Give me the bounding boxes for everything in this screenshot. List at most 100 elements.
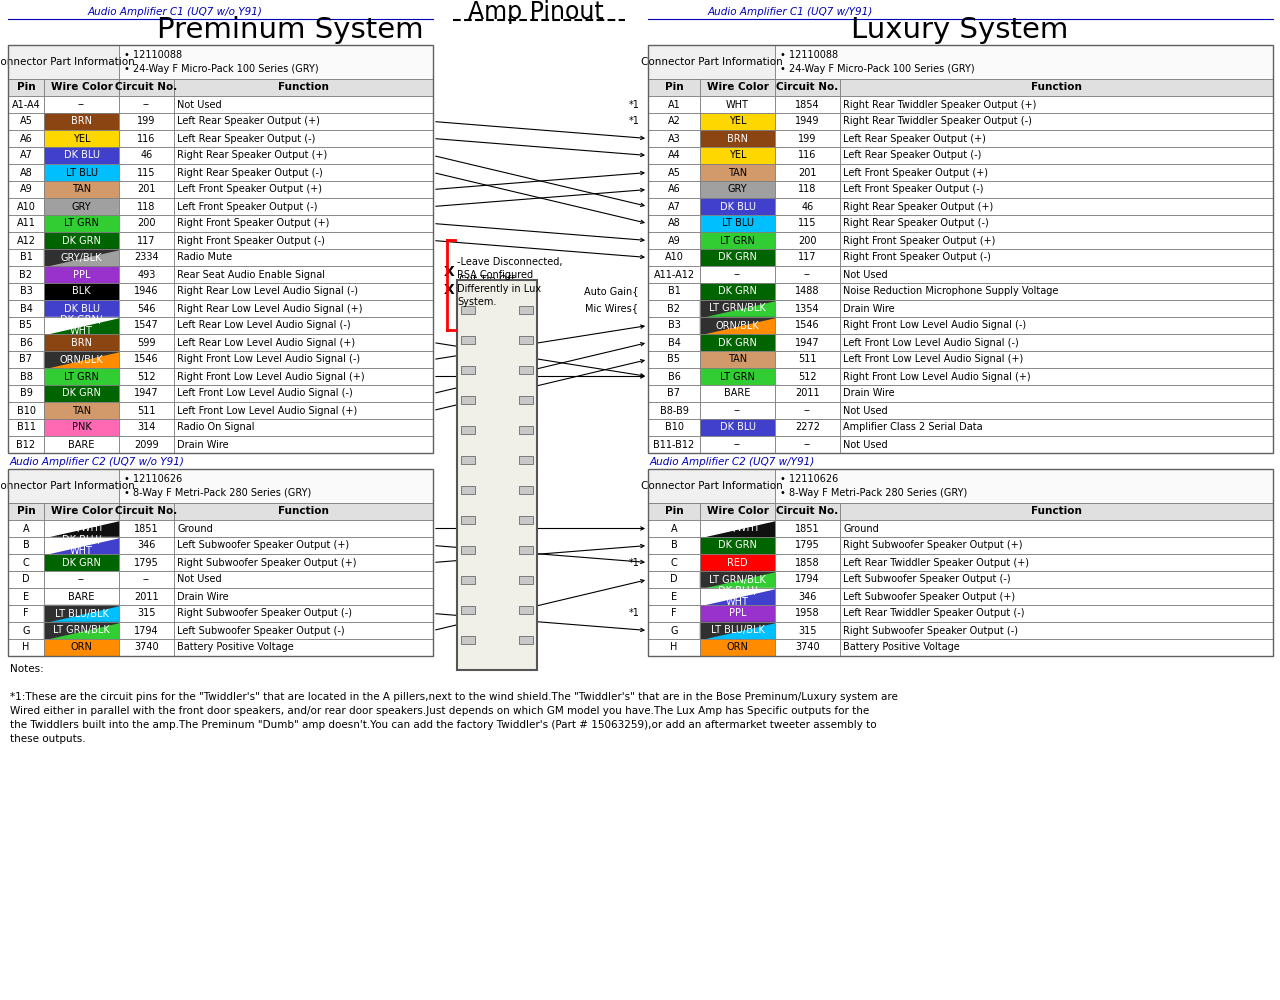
Text: 346: 346: [137, 540, 156, 550]
Text: DK GRN: DK GRN: [718, 252, 756, 262]
Bar: [44, 571, 119, 588]
Text: Circuit No.: Circuit No.: [777, 83, 838, 93]
Bar: [648, 147, 700, 164]
Bar: [840, 554, 1274, 571]
Text: 1947: 1947: [134, 388, 159, 398]
Bar: [700, 113, 774, 130]
Bar: [8, 469, 433, 656]
Bar: [774, 113, 840, 130]
Bar: [44, 198, 119, 215]
Bar: [174, 79, 433, 96]
Text: 599: 599: [137, 338, 156, 348]
Bar: [44, 147, 119, 164]
Bar: [8, 520, 44, 537]
Bar: [648, 571, 700, 588]
Bar: [774, 283, 840, 300]
Bar: [174, 232, 433, 249]
Bar: [700, 96, 774, 113]
Bar: [700, 232, 774, 249]
Text: B7: B7: [667, 388, 681, 398]
Bar: [648, 639, 700, 656]
Bar: [774, 639, 840, 656]
Bar: [700, 198, 774, 215]
Text: 1546: 1546: [134, 355, 159, 364]
Bar: [119, 503, 174, 520]
Bar: [648, 469, 1274, 656]
Bar: [119, 96, 174, 113]
Bar: [44, 232, 119, 249]
Text: 201: 201: [799, 167, 817, 178]
Text: A11: A11: [17, 219, 36, 229]
Bar: [840, 300, 1274, 317]
Bar: [700, 503, 774, 520]
Text: Left Front Speaker Output (+): Left Front Speaker Output (+): [844, 167, 988, 178]
Bar: [840, 588, 1274, 605]
Bar: [774, 96, 840, 113]
Bar: [174, 588, 433, 605]
Bar: [119, 351, 174, 368]
Bar: [648, 571, 700, 588]
Text: --: --: [804, 269, 812, 279]
Text: 314: 314: [137, 422, 156, 432]
Bar: [44, 130, 119, 147]
Bar: [840, 198, 1274, 215]
Bar: [700, 266, 774, 283]
Bar: [8, 283, 44, 300]
Bar: [648, 402, 700, 419]
Bar: [700, 436, 774, 453]
Bar: [8, 249, 44, 266]
Bar: [648, 469, 774, 503]
Bar: [8, 266, 44, 283]
Text: DK GRN: DK GRN: [61, 388, 101, 398]
Bar: [119, 469, 433, 503]
Text: D: D: [22, 574, 29, 584]
Text: 315: 315: [799, 626, 817, 636]
Text: Ground: Ground: [177, 524, 212, 534]
Bar: [774, 181, 840, 198]
Bar: [174, 317, 433, 334]
Bar: [774, 605, 840, 622]
Text: Audio Amplifier C1 (UQ7 w/o Y91): Audio Amplifier C1 (UQ7 w/o Y91): [87, 7, 262, 17]
Text: B5: B5: [19, 320, 32, 330]
Text: DK GRN: DK GRN: [61, 235, 101, 245]
Text: Preminum System: Preminum System: [156, 16, 424, 44]
Text: B2: B2: [667, 304, 681, 314]
Text: 199: 199: [137, 116, 156, 126]
Bar: [119, 266, 174, 283]
Bar: [461, 336, 475, 344]
Text: WHT: WHT: [726, 100, 749, 109]
Bar: [648, 45, 1274, 453]
Bar: [174, 266, 433, 283]
Bar: [648, 537, 700, 554]
Text: A10: A10: [17, 202, 36, 212]
Bar: [44, 368, 119, 385]
Text: Pin: Pin: [664, 83, 684, 93]
Bar: [44, 198, 119, 215]
Text: Noise Reduction Microphone Supply Voltage: Noise Reduction Microphone Supply Voltag…: [844, 286, 1059, 296]
Text: 118: 118: [137, 202, 156, 212]
Text: Audio Amplifier C1 (UQ7 w/Y91): Audio Amplifier C1 (UQ7 w/Y91): [708, 7, 873, 17]
Polygon shape: [44, 520, 119, 537]
Bar: [774, 198, 840, 215]
Bar: [119, 113, 174, 130]
Text: LT GRN/BLK: LT GRN/BLK: [54, 626, 110, 636]
Bar: [461, 546, 475, 554]
Bar: [518, 576, 532, 584]
Text: DK BLU: DK BLU: [719, 202, 755, 212]
Bar: [840, 334, 1274, 351]
Text: DK GRN: DK GRN: [718, 338, 756, 348]
Text: Right Rear Low Level Audio Signal (-): Right Rear Low Level Audio Signal (-): [177, 286, 358, 296]
Text: BARE: BARE: [724, 388, 750, 398]
Text: B1: B1: [668, 286, 681, 296]
Bar: [119, 622, 174, 639]
Polygon shape: [44, 351, 119, 368]
Bar: [840, 571, 1274, 588]
Bar: [8, 232, 44, 249]
Bar: [174, 520, 433, 537]
Text: B2: B2: [19, 269, 32, 279]
Polygon shape: [44, 537, 119, 554]
Bar: [648, 436, 700, 453]
Bar: [700, 402, 774, 419]
Bar: [774, 622, 840, 639]
Text: DK GRN: DK GRN: [718, 540, 756, 550]
